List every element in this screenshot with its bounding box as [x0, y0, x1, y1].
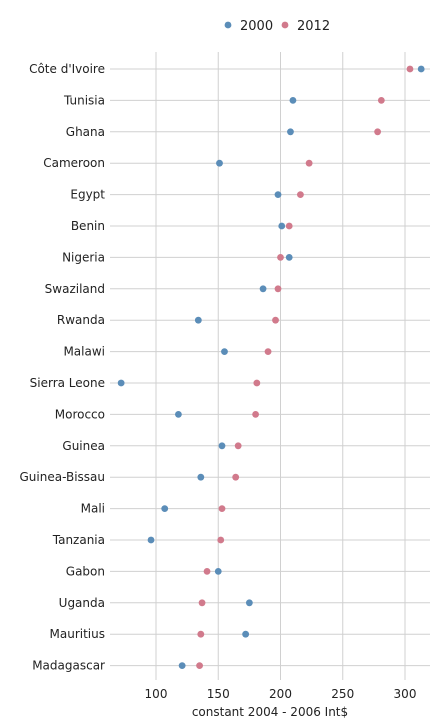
category-label: Uganda	[59, 596, 105, 610]
category-label: Tanzania	[52, 533, 105, 547]
category-label: Tunisia	[63, 93, 105, 107]
point-2012	[285, 222, 293, 230]
category-label: Swaziland	[45, 282, 105, 296]
x-tick-label: 150	[207, 687, 230, 701]
point-2000	[285, 254, 293, 261]
category-label: Sierra Leone	[30, 376, 105, 390]
x-axis-ticks: 100 150 200 250 300	[145, 687, 417, 701]
point-2012	[218, 505, 226, 512]
legend-marker	[281, 21, 289, 29]
point-2012	[277, 254, 284, 261]
category-label: Nigeria	[62, 250, 105, 264]
x-axis-title: constant 2004 - 2006 Int$	[192, 705, 348, 719]
category-label: Malawi	[63, 345, 105, 359]
category-label: Madagascar	[32, 659, 105, 673]
point-2012	[305, 159, 313, 167]
legend-marker	[224, 21, 232, 29]
point-2012	[198, 599, 206, 607]
category-label: Mali	[81, 502, 105, 516]
category-label: Ghana	[66, 125, 105, 139]
point-2000	[218, 442, 226, 450]
point-2012	[253, 379, 261, 387]
point-2012	[374, 128, 382, 136]
category-label: Benin	[71, 219, 105, 233]
point-2012	[232, 473, 240, 481]
category-labels: Côte d'Ivoire Tunisia Ghana Cameroon Egypt Be…	[19, 62, 105, 673]
point-2000	[161, 505, 169, 512]
x-tick-label: 300	[394, 687, 417, 701]
point-2000	[175, 411, 182, 418]
x-tick-label: 250	[331, 687, 354, 701]
point-2000	[216, 159, 223, 167]
point-2000	[221, 348, 228, 355]
category-label: Guinea-Bissau	[19, 470, 105, 484]
point-2000	[197, 473, 205, 481]
category-label: Egypt	[70, 188, 105, 202]
point-2012	[264, 348, 272, 355]
legend: 2000 2012	[224, 19, 330, 34]
point-2012	[196, 662, 203, 669]
point-2000	[274, 191, 282, 199]
point-2000	[147, 536, 155, 544]
point-2012	[297, 191, 304, 199]
grid	[110, 52, 430, 680]
x-tick-label: 200	[269, 687, 292, 701]
data-points	[117, 65, 425, 669]
category-label: Morocco	[55, 407, 105, 421]
point-2000	[278, 222, 286, 230]
point-2000	[289, 97, 297, 104]
point-2000	[194, 316, 202, 324]
category-label: Guinea	[62, 439, 105, 453]
legend-label: 2012	[297, 19, 330, 34]
x-tick-label: 100	[145, 687, 168, 701]
point-2000	[287, 128, 294, 136]
point-2000	[245, 599, 253, 607]
point-2012	[377, 97, 385, 104]
category-label: Côte d'Ivoire	[29, 62, 105, 76]
legend-label: 2000	[240, 19, 273, 34]
point-2012	[203, 568, 211, 575]
point-2000	[178, 662, 186, 669]
point-2012	[252, 411, 259, 418]
category-label: Rwanda	[57, 313, 105, 327]
category-label: Cameroon	[43, 156, 105, 170]
point-2012	[217, 536, 225, 544]
point-2000	[117, 379, 125, 387]
point-2000	[259, 285, 267, 293]
point-2000	[417, 65, 425, 73]
point-2012	[272, 316, 279, 324]
category-label: Gabon	[66, 564, 105, 578]
point-2012	[406, 65, 414, 73]
point-2000	[242, 630, 250, 638]
category-label: Mauritius	[50, 627, 105, 641]
point-2012	[197, 630, 205, 638]
point-2012	[274, 285, 282, 293]
point-2000	[214, 568, 222, 575]
point-2012	[234, 442, 242, 450]
